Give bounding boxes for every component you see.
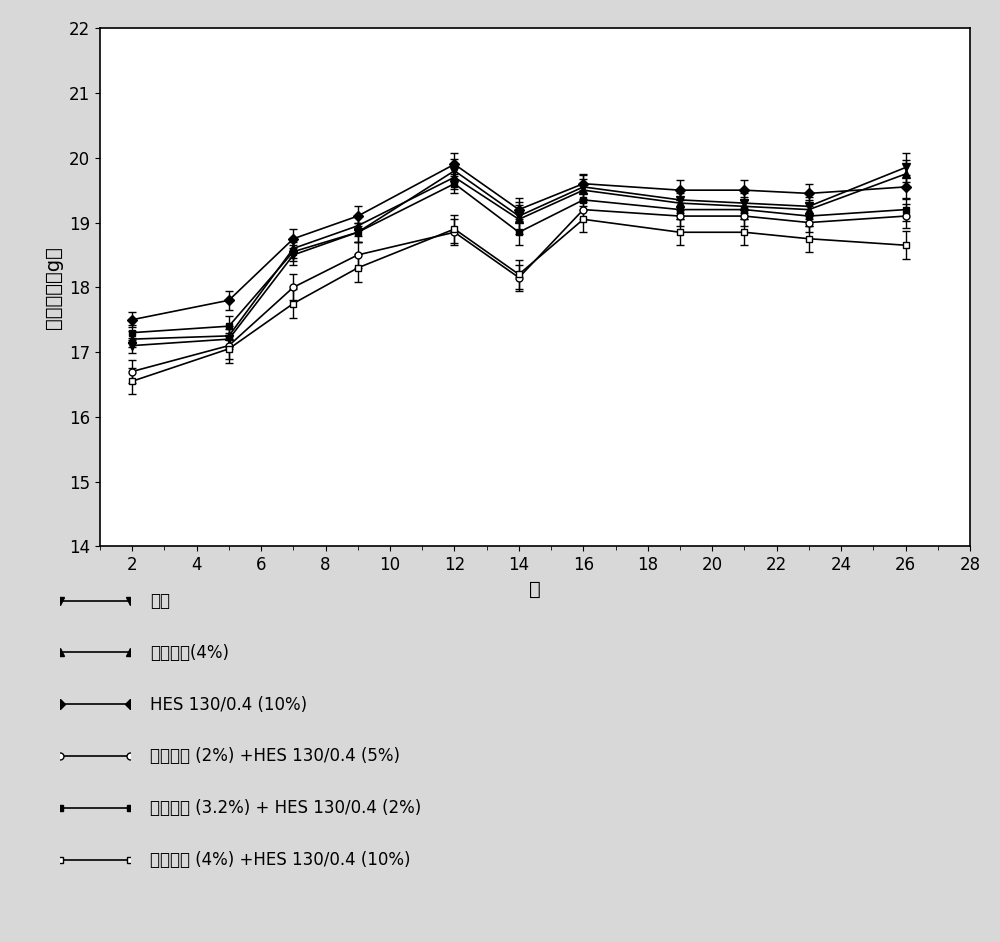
Text: 艾考糊精 (3.2%) + HES 130/0.4 (2%): 艾考糊精 (3.2%) + HES 130/0.4 (2%) xyxy=(150,799,421,818)
Text: 对照: 对照 xyxy=(150,592,170,610)
Text: HES 130/0.4 (10%): HES 130/0.4 (10%) xyxy=(150,695,307,714)
Text: 艾考糊精 (2%) +HES 130/0.4 (5%): 艾考糊精 (2%) +HES 130/0.4 (5%) xyxy=(150,747,400,766)
X-axis label: 天: 天 xyxy=(529,579,541,598)
Y-axis label: 动物体重（g）: 动物体重（g） xyxy=(44,246,63,329)
Text: 艾考糊精 (4%) +HES 130/0.4 (10%): 艾考糊精 (4%) +HES 130/0.4 (10%) xyxy=(150,851,411,869)
Text: 艾考糊精(4%): 艾考糊精(4%) xyxy=(150,643,229,662)
